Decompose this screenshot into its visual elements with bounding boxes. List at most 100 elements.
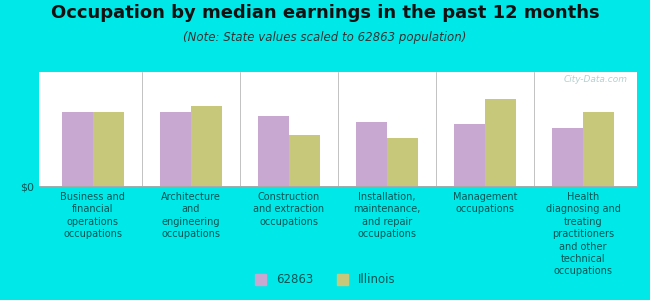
Bar — [160, 112, 191, 186]
Bar — [39, 53, 637, 55]
Bar — [39, 52, 637, 54]
Bar — [39, 53, 637, 55]
Bar — [39, 53, 637, 54]
Bar — [39, 52, 637, 54]
Legend: 62863, Illinois: 62863, Illinois — [250, 269, 400, 291]
Bar — [39, 53, 637, 55]
Bar — [39, 52, 637, 54]
Text: Occupation by median earnings in the past 12 months: Occupation by median earnings in the pas… — [51, 4, 599, 22]
Bar — [39, 52, 637, 54]
Bar — [39, 52, 637, 54]
Bar — [583, 112, 614, 186]
Bar — [39, 53, 637, 55]
Bar — [39, 53, 637, 55]
Bar — [39, 53, 637, 55]
Bar — [39, 53, 637, 54]
Bar — [39, 53, 637, 54]
Bar — [552, 128, 583, 186]
Bar — [39, 53, 637, 55]
Bar — [39, 53, 637, 55]
Bar — [39, 53, 637, 55]
Bar — [39, 52, 637, 54]
Bar — [39, 53, 637, 55]
Bar — [356, 122, 387, 186]
Bar — [62, 112, 93, 186]
Bar — [39, 53, 637, 55]
Bar — [39, 53, 637, 55]
Bar — [39, 52, 637, 54]
Bar — [39, 52, 637, 54]
Bar — [39, 53, 637, 55]
Bar — [39, 52, 637, 54]
Bar — [39, 52, 637, 54]
Bar — [39, 53, 637, 55]
Bar — [39, 53, 637, 55]
Bar — [39, 52, 637, 54]
Bar — [39, 52, 637, 54]
Bar — [39, 52, 637, 54]
Bar — [39, 52, 637, 54]
Bar — [39, 52, 637, 54]
Bar — [39, 53, 637, 55]
Bar — [39, 52, 637, 54]
Bar — [39, 53, 637, 55]
Bar — [39, 52, 637, 54]
Bar — [39, 52, 637, 54]
Bar — [257, 116, 289, 186]
Bar — [39, 52, 637, 54]
Bar — [191, 106, 222, 186]
Bar — [39, 53, 637, 55]
Bar — [39, 52, 637, 54]
Bar — [93, 112, 124, 186]
Bar — [39, 53, 637, 55]
Bar — [289, 135, 320, 186]
Text: City-Data.com: City-Data.com — [564, 75, 628, 84]
Bar — [39, 52, 637, 54]
Bar — [39, 53, 637, 55]
Bar — [39, 53, 637, 55]
Bar — [39, 52, 637, 54]
Bar — [39, 52, 637, 54]
Bar — [39, 53, 637, 55]
Text: Construction
and extraction
occupations: Construction and extraction occupations — [254, 192, 324, 227]
Bar — [39, 53, 637, 54]
Bar — [39, 53, 637, 55]
Bar — [39, 52, 637, 54]
Text: Installation,
maintenance,
and repair
occupations: Installation, maintenance, and repair oc… — [354, 192, 421, 239]
Bar — [39, 52, 637, 54]
Bar — [39, 53, 637, 55]
Bar — [387, 138, 419, 186]
Bar — [39, 53, 637, 54]
Bar — [39, 53, 637, 55]
Bar — [39, 52, 637, 54]
Bar — [39, 52, 637, 54]
Text: Business and
financial
operations
occupations: Business and financial operations occupa… — [60, 192, 125, 239]
Bar — [39, 53, 637, 55]
Bar — [39, 53, 637, 55]
Bar — [39, 53, 637, 55]
Text: Health
diagnosing and
treating
practitioners
and other
technical
occupations: Health diagnosing and treating practitio… — [545, 192, 621, 276]
Bar — [454, 124, 485, 186]
Bar — [39, 52, 637, 54]
Bar — [39, 52, 637, 54]
Text: Architecture
and
engineering
occupations: Architecture and engineering occupations — [161, 192, 221, 239]
Bar — [39, 52, 637, 54]
Bar — [39, 53, 637, 55]
Bar — [39, 53, 637, 55]
Bar — [39, 53, 637, 55]
Bar — [39, 53, 637, 54]
Bar — [39, 52, 637, 54]
Text: (Note: State values scaled to 62863 population): (Note: State values scaled to 62863 popu… — [183, 32, 467, 44]
Bar — [39, 53, 637, 55]
Bar — [39, 52, 637, 54]
Bar — [39, 52, 637, 54]
Bar — [39, 52, 637, 54]
Bar — [39, 53, 637, 55]
Bar — [39, 53, 637, 55]
Bar — [485, 99, 516, 186]
Text: Management
occupations: Management occupations — [453, 192, 517, 214]
Bar — [39, 53, 637, 55]
Bar — [39, 52, 637, 54]
Bar — [39, 53, 637, 55]
Bar — [39, 52, 637, 54]
